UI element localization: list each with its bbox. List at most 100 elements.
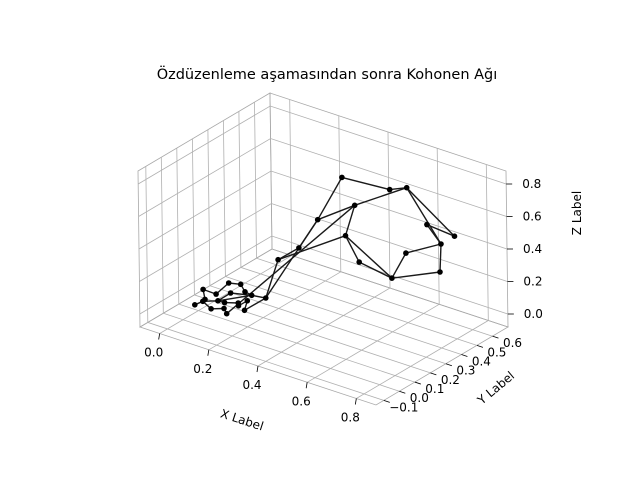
x-grid-line-3 (306, 148, 440, 383)
network-edge-40 (406, 187, 442, 245)
network-edge-28 (344, 235, 360, 263)
network-node-30 (389, 275, 395, 282)
network-edge-44 (277, 235, 346, 261)
x-tick-label-1: 0.2 (193, 362, 212, 376)
y-tick-label-4: 0.3 (456, 364, 475, 378)
network-node-28 (438, 241, 444, 247)
x-tick-label-4: 0.8 (341, 411, 360, 425)
network-edge-15 (244, 297, 267, 311)
network-edge-41 (405, 243, 442, 254)
network-node-27 (424, 221, 430, 228)
y-tick-label-5: 0.4 (472, 355, 491, 369)
network-node-11 (248, 292, 255, 299)
network-edge-42 (391, 252, 407, 279)
x-grid-line-1 (208, 115, 342, 351)
network-node-19 (263, 295, 269, 301)
network-node-32 (342, 232, 349, 239)
network-edge-27 (358, 261, 393, 279)
network-node-5 (213, 291, 219, 297)
z-tick-label-4: 0.8 (522, 177, 541, 191)
y-grid-line-6 (238, 111, 478, 346)
y-grid-line-3 (192, 138, 431, 374)
y-tick-mark-4 (445, 363, 453, 367)
network-node-12 (242, 289, 248, 295)
network-edge-38 (317, 204, 355, 221)
y-tick-mark-2 (414, 381, 421, 385)
network-node-26 (403, 184, 410, 191)
y-grid-line-7 (254, 102, 493, 337)
x-tick-mark-4 (354, 398, 357, 405)
network-node-25 (386, 186, 393, 193)
network-edge-35 (217, 294, 252, 302)
network-node-31 (356, 259, 363, 265)
y-tick-mark-3 (430, 372, 437, 376)
network-node-33 (451, 233, 458, 239)
z-tick-label-3: 0.6 (523, 210, 542, 224)
network-node-2 (221, 299, 228, 306)
y-tick-mark-0 (383, 400, 390, 403)
network-node-17 (223, 310, 230, 317)
z-axis-label: Z Label (570, 191, 584, 235)
y-tick-mark-1 (399, 390, 406, 394)
network-edge-29 (344, 205, 356, 236)
network-node-1 (215, 298, 221, 304)
y-grid-line-0 (145, 166, 384, 401)
network-node-13 (237, 281, 244, 288)
network-edge-23 (426, 223, 455, 237)
network-node-7 (208, 306, 214, 312)
y-tick-label-7: 0.6 (503, 336, 522, 350)
axis-ticks: 0.00.20.40.60.8−0.10.00.10.20.30.40.50.6… (144, 177, 543, 425)
floor-pane (139, 248, 509, 406)
axis-panes (137, 92, 509, 406)
network-node-4 (227, 290, 234, 296)
x-tick-label-2: 0.4 (242, 378, 261, 392)
network-edge-22 (406, 187, 455, 237)
y-tick-label-0: −0.1 (389, 400, 418, 414)
z-grid-line-1 (139, 203, 508, 282)
x-tick-label-0: 0.0 (144, 346, 163, 360)
network-node-22 (314, 216, 321, 223)
y-tick-label-6: 0.5 (487, 345, 506, 359)
network-node-24 (351, 202, 358, 209)
network-node-34 (403, 250, 409, 256)
network-edge-39 (354, 187, 407, 206)
x-tick-mark-0 (158, 333, 161, 340)
network-edge-16 (265, 259, 279, 299)
y-tick-label-1: 0.0 (410, 391, 429, 405)
network-nodes (192, 174, 458, 317)
network-node-8 (221, 305, 227, 312)
network-edge-19 (317, 177, 343, 221)
z-grid-line-0 (139, 235, 508, 315)
chart-title: Özdüzenleme aşamasından sonra Kohonen Ağ… (157, 65, 498, 83)
y-grid-line-4 (207, 129, 447, 365)
z-tick-label-0: 0.0 (524, 307, 543, 321)
y-grid-line-1 (160, 157, 400, 392)
network-node-18 (241, 307, 248, 314)
y-tick-label-2: 0.1 (425, 382, 444, 396)
x-grid-line-4 (356, 164, 489, 399)
network-node-16 (200, 286, 206, 293)
network-node-14 (225, 280, 232, 286)
x-tick-mark-1 (207, 349, 210, 356)
network-edge-43 (345, 235, 393, 279)
network-node-29 (437, 269, 443, 275)
y-grid-line-5 (223, 120, 462, 355)
y-tick-mark-6 (476, 344, 484, 348)
network-node-10 (244, 298, 251, 304)
y-tick-mark-7 (492, 335, 499, 339)
network-node-9 (235, 303, 242, 309)
network-edge-20 (341, 176, 390, 191)
network-node-20 (275, 256, 281, 263)
z-tick-label-1: 0.2 (523, 275, 542, 289)
network-edge-26 (391, 271, 441, 279)
z-grid-line-4 (137, 105, 507, 185)
network-edge-37 (265, 219, 319, 299)
network-node-6 (202, 296, 208, 303)
x-tick-label-3: 0.6 (292, 394, 311, 408)
network-node-15 (192, 302, 198, 308)
x-grid-line-2 (257, 131, 391, 367)
network-node-21 (296, 245, 302, 251)
network-node-23 (339, 174, 345, 181)
